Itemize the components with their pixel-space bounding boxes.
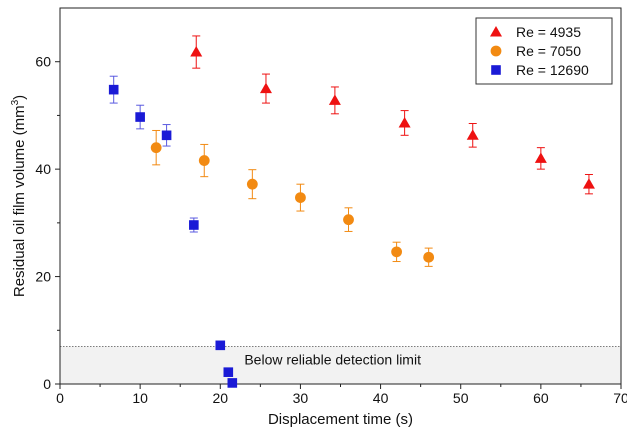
x-tick-label: 30 xyxy=(293,390,309,406)
circle-data-point xyxy=(150,142,162,154)
x-tick-label: 60 xyxy=(533,390,549,406)
y-axis-label-superscript: 3 xyxy=(10,99,21,105)
triangle-data-point xyxy=(534,152,547,163)
square-data-point xyxy=(161,130,172,141)
detection-limit-annotation: Below reliable detection limit xyxy=(244,352,421,368)
x-tick-label: 50 xyxy=(453,390,469,406)
triangle-data-point xyxy=(328,94,341,105)
square-data-point xyxy=(215,340,226,351)
legend-marker-square xyxy=(491,65,501,75)
triangle-data-point xyxy=(398,116,411,128)
x-tick-label: 10 xyxy=(132,390,148,406)
legend-label: Re = 7050 xyxy=(516,43,581,59)
y-tick-label: 40 xyxy=(35,161,51,177)
triangle-data-point xyxy=(582,178,595,189)
y-tick-label: 0 xyxy=(43,376,51,392)
x-tick-label: 20 xyxy=(212,390,228,406)
detection-limit-region xyxy=(60,346,621,384)
legend-label: Re = 4935 xyxy=(516,24,581,40)
square-data-point xyxy=(227,378,238,388)
x-tick-label: 0 xyxy=(56,390,64,406)
y-axis-label-main: Residual oil film volume (mm xyxy=(11,105,28,297)
y-axis-label: Residual oil film volume (mm3) xyxy=(10,95,28,297)
circle-data-point xyxy=(246,178,258,190)
legend-marker-triangle xyxy=(490,26,502,37)
y-tick-label: 20 xyxy=(35,269,51,285)
circle-data-point xyxy=(391,246,402,258)
circle-data-point xyxy=(423,251,435,263)
legend: Re = 4935 Re = 7050 Re = 12690 xyxy=(475,17,613,85)
legend-label: Re = 12690 xyxy=(516,62,589,78)
circle-data-point xyxy=(343,214,354,226)
y-axis-label-end: ) xyxy=(11,95,28,100)
triangle-data-point xyxy=(190,46,203,57)
y-tick-label: 60 xyxy=(35,54,51,70)
square-data-point xyxy=(223,367,234,377)
square-data-point xyxy=(108,84,119,95)
square-data-point xyxy=(189,220,199,230)
triangle-data-point xyxy=(259,82,272,94)
circle-data-point xyxy=(295,192,306,204)
x-tick-label: 70 xyxy=(613,390,627,406)
x-axis-label: Displacement time (s) xyxy=(268,411,413,428)
triangle-data-point xyxy=(466,129,479,140)
legend-marker-circle xyxy=(490,45,502,57)
square-data-point xyxy=(135,112,145,122)
circle-data-point xyxy=(198,155,210,166)
x-tick-label: 40 xyxy=(373,390,389,406)
